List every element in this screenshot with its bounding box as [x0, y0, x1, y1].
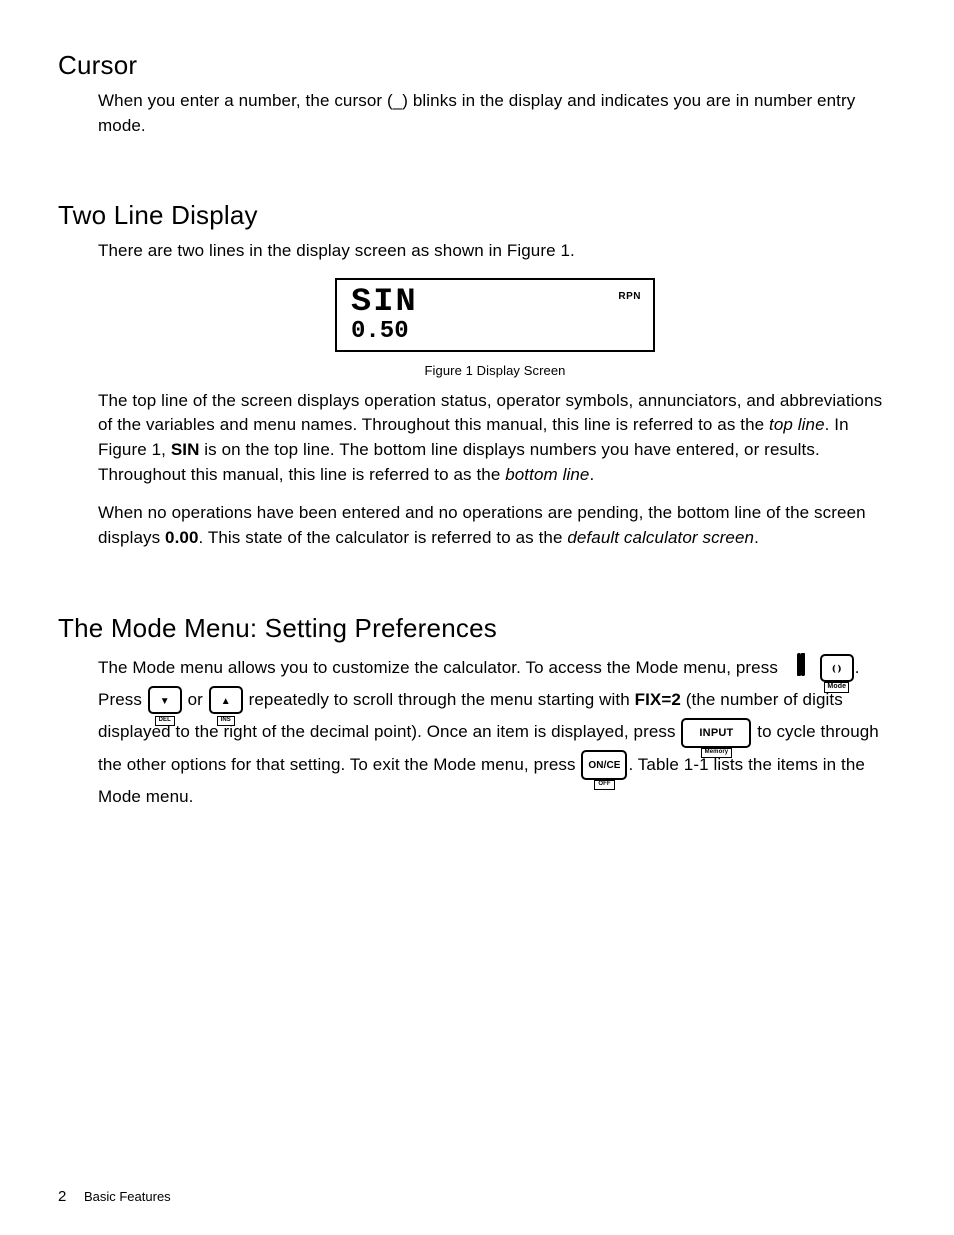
display-bottom-line: 0.50	[351, 320, 643, 344]
text: The Mode menu allows you to customize th…	[98, 658, 783, 677]
key-down-sub: DEL	[155, 716, 175, 726]
key-shift-icon	[784, 656, 818, 680]
text: . This state of the calculator is referr…	[199, 528, 568, 547]
up-triangle-icon: ▲	[221, 696, 231, 707]
key-input-icon: INPUT Memory	[681, 718, 751, 748]
text: repeatedly to scroll through the menu st…	[244, 690, 635, 709]
key-up-sub: INS	[217, 716, 235, 726]
twoline-para2: The top line of the screen displays oper…	[98, 389, 892, 488]
key-mode-icon: ⦅ ⦆ Mode	[820, 654, 854, 682]
display-top-line: SIN	[351, 286, 658, 318]
term-zero: 0.00	[165, 528, 199, 547]
text: .	[754, 528, 759, 547]
cursor-para1: When you enter a number, the cursor (_) …	[98, 89, 892, 138]
figure-1: SIN RPN 0.50 Figure 1 Display Screen	[98, 278, 892, 381]
body-twoline: There are two lines in the display scree…	[98, 239, 892, 550]
term-bottom-line: bottom line	[505, 465, 589, 484]
page-footer: 2 Basic Features	[58, 1188, 171, 1205]
term-top-line: top line	[769, 415, 825, 434]
page-number: 2	[58, 1188, 66, 1205]
text: is on the top line. The bottom line disp…	[98, 440, 820, 484]
text: or	[183, 690, 208, 709]
down-triangle-icon: ▼	[160, 696, 170, 707]
display-screen: SIN RPN 0.50	[335, 278, 655, 352]
key-once-icon: ON/CE OFF	[581, 750, 627, 780]
text: The top line of the screen displays oper…	[98, 391, 882, 435]
key-mode-label: Mode	[824, 682, 849, 692]
mode-para: The Mode menu allows you to customize th…	[98, 652, 892, 813]
heading-cursor: Cursor	[58, 50, 896, 81]
footer-section-name: Basic Features	[84, 1189, 171, 1204]
text: .	[589, 465, 594, 484]
body-cursor: When you enter a number, the cursor (_) …	[98, 89, 892, 138]
page: Cursor When you enter a number, the curs…	[0, 0, 954, 1235]
term-fix-2: FIX=2	[635, 690, 681, 709]
heading-twoline: Two Line Display	[58, 200, 896, 231]
key-input-label: INPUT	[699, 727, 733, 739]
key-input-sub: Memory	[701, 748, 733, 758]
key-up-icon: ▲ INS	[209, 686, 243, 714]
twoline-para3: When no operations have been entered and…	[98, 501, 892, 550]
term-sin: SIN	[171, 440, 200, 459]
key-mode-top: ⦅ ⦆	[832, 663, 841, 673]
key-once-label: ON/CE	[588, 760, 620, 771]
twoline-para1: There are two lines in the display scree…	[98, 239, 892, 264]
body-mode-menu: The Mode menu allows you to customize th…	[98, 652, 892, 813]
display-rpn-label: RPN	[618, 290, 641, 305]
key-once-sub: OFF	[594, 780, 614, 790]
key-down-icon: ▼ DEL	[148, 686, 182, 714]
figure-1-caption: Figure 1 Display Screen	[98, 362, 892, 381]
heading-mode-menu: The Mode Menu: Setting Preferences	[58, 613, 896, 644]
term-default-screen: default calculator screen	[567, 528, 754, 547]
